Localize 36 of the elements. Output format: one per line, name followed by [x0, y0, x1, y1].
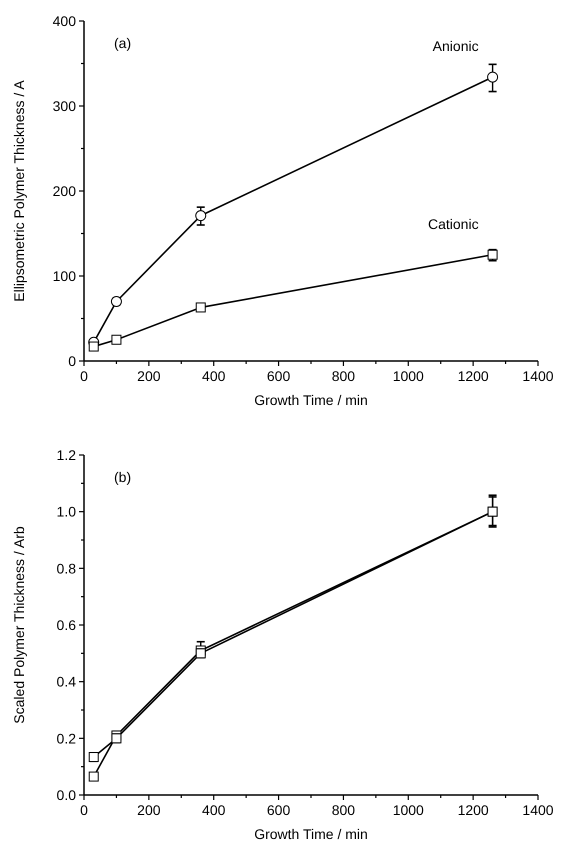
y-tick-label: 0.4 [56, 674, 76, 690]
x-tick-label: 1000 [392, 802, 424, 818]
x-tick-label: 1000 [392, 368, 424, 384]
x-tick-label: 400 [202, 802, 226, 818]
x-tick-label: 0 [80, 368, 88, 384]
series-label: Cationic [428, 216, 479, 232]
x-tick-label: 1400 [522, 802, 554, 818]
y-tick-label: 0.8 [56, 560, 76, 576]
x-tick-label: 400 [202, 368, 226, 384]
y-tick-label: 1.0 [56, 504, 76, 520]
x-tick-label: 0 [80, 802, 88, 818]
x-tick-label: 1200 [458, 802, 489, 818]
y-axis-title: Ellipsometric Polymer Thickness / A [11, 80, 27, 302]
y-tick-label: 0.2 [56, 730, 76, 746]
annotation: (a) [114, 35, 132, 51]
x-tick-label: 600 [266, 802, 290, 818]
x-tick-label: 1400 [522, 368, 554, 384]
y-tick-label: 100 [52, 268, 76, 284]
y-tick-label: 1.2 [56, 447, 76, 463]
y-axis-title: Scaled Polymer Thickness / Arb [11, 526, 27, 724]
y-tick-label: 400 [52, 13, 76, 29]
x-tick-label: 200 [137, 368, 161, 384]
y-tick-label: 0 [68, 353, 76, 369]
y-tick-label: 0.6 [56, 617, 76, 633]
annotation: (b) [114, 469, 132, 485]
y-tick-label: 200 [52, 183, 76, 199]
x-tick-label: 1200 [458, 368, 489, 384]
y-tick-label: 0.0 [56, 787, 76, 803]
series-label: Anionic [432, 38, 479, 54]
x-axis-title: Growth Time / min [254, 392, 368, 408]
x-tick-label: 800 [332, 368, 356, 384]
x-axis-title: Growth Time / min [254, 826, 368, 842]
y-tick-label: 300 [52, 98, 76, 114]
x-tick-label: 800 [332, 802, 356, 818]
x-tick-label: 600 [266, 368, 290, 384]
x-tick-label: 200 [137, 802, 161, 818]
